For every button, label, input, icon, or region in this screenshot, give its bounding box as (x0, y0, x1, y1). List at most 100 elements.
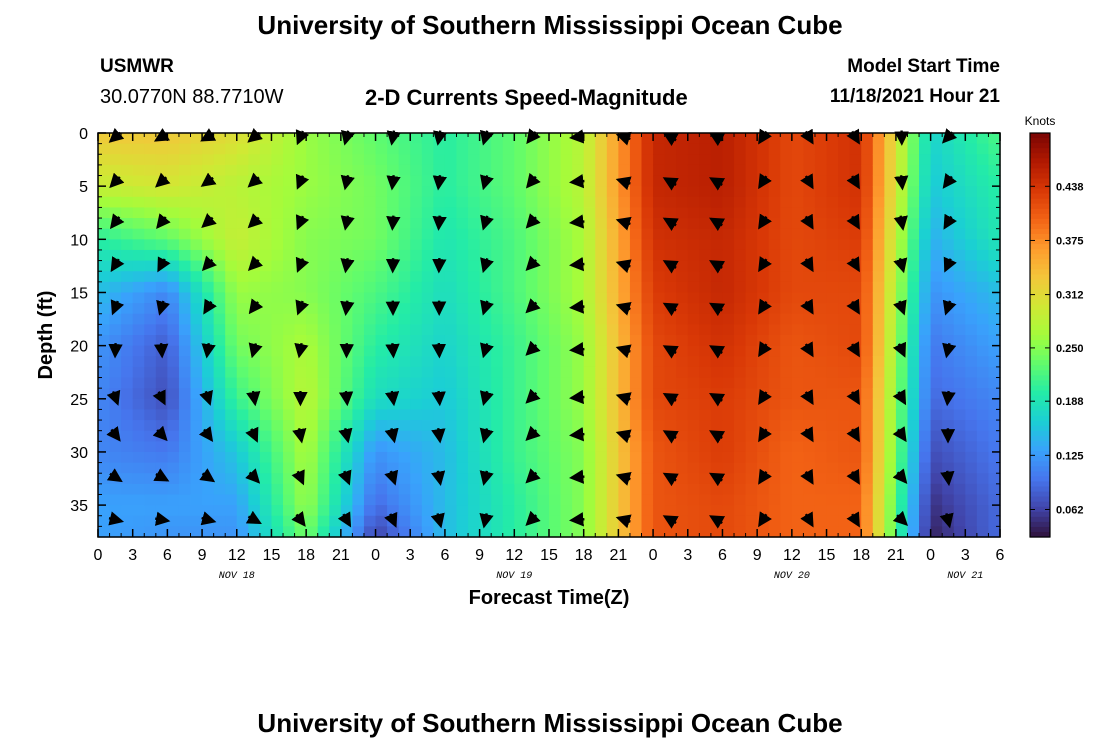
heatmap-cell (491, 292, 504, 304)
heatmap-cell (387, 483, 400, 496)
heatmap-cell (525, 366, 539, 379)
heatmap-cell (861, 260, 874, 272)
heatmap-cell (826, 356, 839, 368)
heatmap-cell (537, 207, 550, 219)
heatmap-cell (826, 249, 839, 262)
heatmap-cell (919, 281, 932, 294)
heatmap-cell (213, 462, 226, 474)
heatmap-cell (167, 494, 180, 506)
heatmap-cell (895, 228, 909, 240)
heatmap-cell (363, 409, 377, 421)
heatmap-cell (132, 388, 145, 400)
colorbar-segment (1030, 319, 1050, 326)
heatmap-cell (444, 526, 458, 538)
heatmap-cell (641, 175, 654, 187)
heatmap-cell (329, 324, 342, 336)
heatmap-cell (294, 505, 307, 517)
heatmap-cell (387, 526, 400, 538)
heatmap-cell (98, 473, 111, 485)
colorbar-segment (1030, 143, 1050, 149)
heatmap-cell (283, 345, 296, 357)
heatmap-cell (155, 292, 168, 304)
heatmap-cell (791, 175, 805, 187)
heatmap-cell (895, 313, 909, 325)
heatmap-cell (202, 249, 215, 262)
heatmap-cell (190, 207, 203, 219)
heatmap-cell (734, 356, 747, 368)
current-vector (295, 256, 310, 273)
heatmap-cell (537, 483, 550, 496)
heatmap-cell (190, 335, 203, 347)
heatmap-cell (930, 451, 943, 464)
heatmap-cell (525, 462, 539, 474)
heatmap-cell (734, 324, 747, 336)
heatmap-cell (745, 335, 758, 347)
heatmap-cell (329, 303, 342, 315)
heatmap-cell (248, 292, 261, 304)
heatmap-cell (433, 271, 446, 283)
heatmap-cell (757, 494, 770, 506)
heatmap-cell (190, 526, 203, 538)
heatmap-cell (352, 441, 365, 453)
heatmap-cell (306, 260, 319, 272)
heatmap-cell (826, 186, 839, 198)
heatmap-cell (167, 313, 180, 325)
heatmap-cell (456, 451, 469, 464)
heatmap-cell (352, 249, 365, 262)
heatmap-cell (236, 515, 249, 527)
heatmap-cell (283, 239, 296, 251)
heatmap-cell (872, 398, 885, 411)
heatmap-cell (213, 366, 226, 379)
heatmap-cell (606, 356, 619, 368)
heatmap-cell (895, 239, 909, 251)
heatmap-cell (768, 483, 781, 496)
heatmap-cell (664, 462, 677, 474)
current-vector (108, 343, 123, 359)
heatmap-cell (722, 345, 735, 357)
heatmap-cell (676, 430, 689, 442)
heatmap-cell (861, 271, 874, 283)
heatmap-cell (768, 281, 781, 294)
heatmap-cell (849, 366, 862, 379)
heatmap-cell (872, 515, 885, 527)
heatmap-cell (710, 281, 724, 294)
heatmap-cell (780, 441, 793, 453)
heatmap-cell (745, 281, 758, 294)
heatmap-cell (352, 196, 365, 209)
heatmap-cell (363, 462, 377, 474)
heatmap-cell (306, 388, 319, 400)
heatmap-cell (641, 409, 654, 421)
heatmap-cell (340, 335, 354, 347)
heatmap-cell (907, 494, 920, 506)
colorbar-segment (1030, 138, 1050, 144)
heatmap-cell (421, 409, 434, 421)
heatmap-cell (942, 377, 955, 389)
heatmap-cell (687, 196, 700, 209)
heatmap-cell (872, 420, 885, 432)
heatmap-cell (525, 271, 539, 283)
heatmap-cell (132, 313, 145, 325)
heatmap-cell (202, 462, 215, 474)
heatmap-cell (872, 133, 885, 145)
heatmap-cell (988, 462, 1001, 474)
heatmap-cell (699, 388, 712, 400)
heatmap-cell (919, 398, 932, 411)
heatmap-cell (664, 494, 677, 506)
heatmap-cell (259, 494, 273, 506)
heatmap-cell (491, 164, 504, 177)
heatmap-cell (641, 218, 654, 230)
heatmap-cell (710, 409, 724, 421)
heatmap-cell (641, 186, 654, 198)
heatmap-cell (98, 164, 111, 177)
heatmap-cell (930, 260, 943, 272)
heatmap-cell (306, 398, 319, 411)
heatmap-cell (236, 313, 249, 325)
heatmap-cell (109, 409, 122, 421)
heatmap-cell (861, 292, 874, 304)
heatmap-cell (167, 228, 180, 240)
heatmap-cell (838, 356, 851, 368)
heatmap-cell (225, 196, 238, 209)
heatmap-cell (710, 377, 724, 389)
heatmap-cell (699, 515, 712, 527)
heatmap-cell (132, 186, 145, 198)
